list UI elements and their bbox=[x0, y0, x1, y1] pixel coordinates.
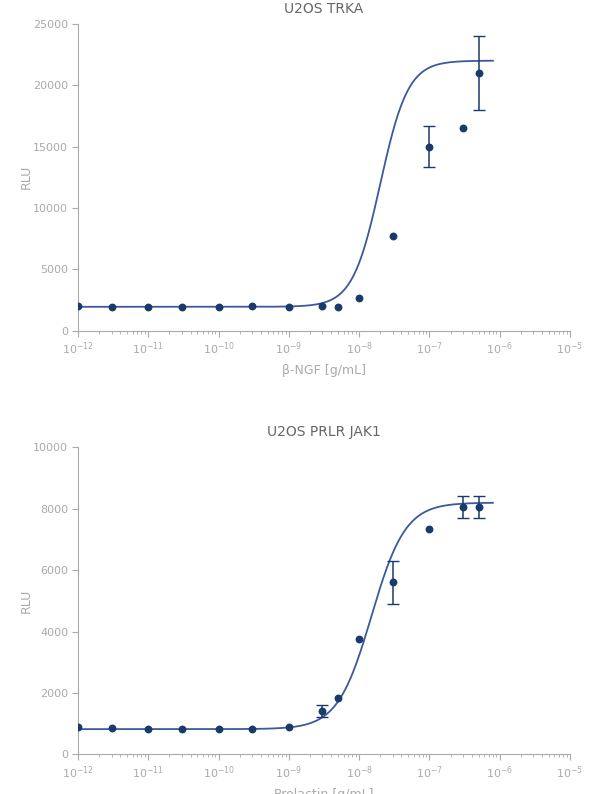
Point bbox=[143, 723, 153, 735]
Point bbox=[214, 723, 223, 735]
Point bbox=[458, 501, 468, 514]
Point bbox=[425, 522, 434, 535]
Point bbox=[474, 501, 484, 514]
Point bbox=[355, 633, 364, 646]
Point bbox=[284, 721, 293, 734]
Point bbox=[73, 300, 83, 313]
Point bbox=[388, 576, 397, 589]
Y-axis label: RLU: RLU bbox=[20, 165, 33, 190]
Point bbox=[247, 723, 257, 735]
Title: U2OS TRKA: U2OS TRKA bbox=[284, 2, 364, 16]
Point bbox=[474, 67, 484, 79]
X-axis label: β-NGF [g/mL]: β-NGF [g/mL] bbox=[282, 364, 366, 377]
Point bbox=[107, 722, 116, 734]
Point bbox=[425, 141, 434, 153]
Point bbox=[177, 723, 187, 735]
Point bbox=[317, 300, 327, 313]
Point bbox=[333, 300, 343, 313]
Point bbox=[177, 300, 187, 313]
Point bbox=[317, 705, 327, 718]
Point bbox=[333, 691, 343, 703]
Y-axis label: RLU: RLU bbox=[20, 588, 33, 613]
Title: U2OS PRLR JAK1: U2OS PRLR JAK1 bbox=[267, 426, 381, 439]
Point bbox=[458, 121, 468, 134]
Point bbox=[214, 301, 223, 314]
Point bbox=[107, 301, 116, 314]
Point bbox=[284, 301, 293, 314]
Point bbox=[73, 720, 83, 733]
Point bbox=[143, 301, 153, 314]
Point bbox=[388, 229, 397, 242]
Point bbox=[355, 291, 364, 304]
X-axis label: Prolactin [g/mL]: Prolactin [g/mL] bbox=[274, 788, 374, 794]
Point bbox=[247, 300, 257, 313]
